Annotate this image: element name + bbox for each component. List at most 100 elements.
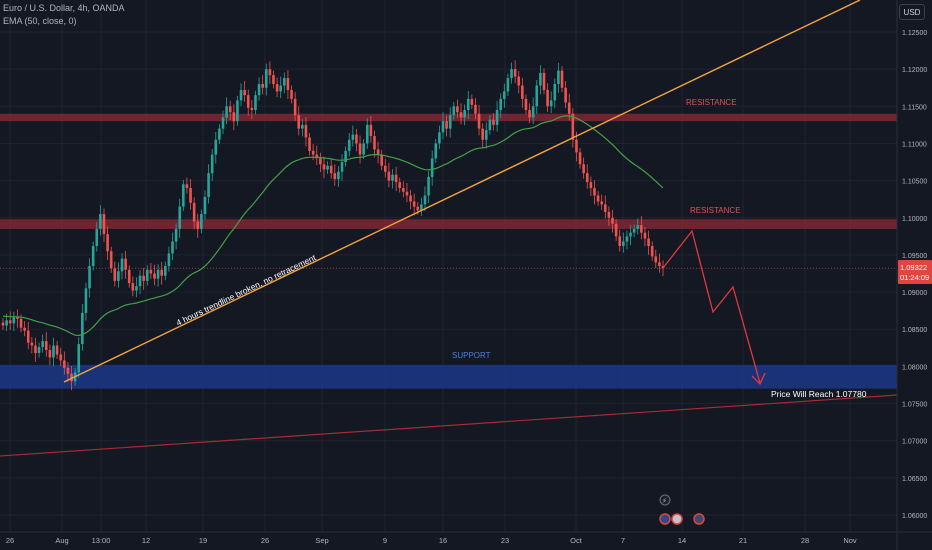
time-axis[interactable]: 26 Aug 13:00 12 19 26 Sep 9 16 23 Oct 7 14 21 28 Nov <box>0 531 932 545</box>
candle-body <box>55 345 59 355</box>
candle-body <box>239 89 243 101</box>
candle-body <box>470 98 474 105</box>
candle-body <box>618 236 622 247</box>
candle-body <box>459 112 463 118</box>
current-price-badge: 1.09322 01:24:09 <box>898 260 932 284</box>
candle-body <box>109 251 113 269</box>
candle-body <box>171 241 174 254</box>
candle-body <box>160 269 163 276</box>
candle-body <box>466 98 470 111</box>
candle-body <box>77 344 81 373</box>
price-axis[interactable]: 1.12500 1.12000 1.11500 1.11000 1.10500 1.100… <box>896 0 927 550</box>
candle-body <box>513 69 517 77</box>
candle-body <box>365 124 369 144</box>
candle-body <box>34 345 37 354</box>
candle-body <box>174 228 178 242</box>
candle-body <box>355 134 358 144</box>
candle-body <box>322 164 326 170</box>
candle-body <box>210 154 214 174</box>
candle-body <box>553 84 557 101</box>
candle-body <box>542 72 546 90</box>
time-tick-label: 19 <box>199 536 207 545</box>
candle-body <box>603 204 607 212</box>
projection-arrowhead <box>751 372 766 386</box>
ema-50-line <box>2 115 664 337</box>
candle-body <box>582 164 585 174</box>
candle-body <box>448 115 452 129</box>
candle-body <box>629 232 632 237</box>
candle-body <box>521 85 524 99</box>
candle-body <box>593 188 596 196</box>
candle-body <box>484 130 488 140</box>
candle-body <box>340 162 344 172</box>
support-zone <box>0 364 897 389</box>
price-tick-label: 1.08000 <box>902 364 927 371</box>
candle-body <box>243 89 246 96</box>
candle-body <box>279 85 283 92</box>
time-tick-label: 23 <box>501 536 509 545</box>
candle-body <box>66 367 70 374</box>
candle-body <box>44 341 48 351</box>
candle-body <box>585 173 589 183</box>
candle-body <box>546 89 549 107</box>
candle-body <box>409 195 412 202</box>
candle-body <box>102 214 106 235</box>
resistance-label-upper: RESISTANCE <box>686 98 737 107</box>
event-icons[interactable]: ⚡ <box>659 494 705 525</box>
candle-body <box>391 174 394 181</box>
candle-body <box>650 246 654 257</box>
candle-body <box>564 87 567 103</box>
time-tick-label: 16 <box>439 536 447 545</box>
candle-body <box>427 176 430 196</box>
price-tick-label: 1.11500 <box>902 104 927 111</box>
candle-body <box>636 225 640 229</box>
time-tick-label: Nov <box>843 536 857 545</box>
flag-event-icon-us[interactable] <box>671 513 683 525</box>
candle-body <box>463 110 466 118</box>
flag-event-icon-other[interactable] <box>693 513 705 525</box>
target-label: Price Will Reach 1.07780 <box>771 389 867 399</box>
candle-body <box>297 115 301 129</box>
candle-body <box>228 106 232 113</box>
candle-body <box>200 214 203 229</box>
candle-body <box>5 320 8 326</box>
candle-body <box>434 143 438 159</box>
candle-body <box>196 221 200 229</box>
candle-body <box>124 258 127 270</box>
candle-body <box>41 341 44 348</box>
candle-body <box>153 273 156 279</box>
candle-body <box>52 345 55 358</box>
candle-body <box>319 158 322 165</box>
flag-event-icon-eu[interactable] <box>659 513 671 525</box>
candle-body <box>290 89 293 99</box>
candle-body <box>214 139 218 155</box>
price-tick-label: 1.12000 <box>902 67 927 74</box>
currency-button[interactable]: USD <box>899 4 925 20</box>
candle-body <box>185 184 189 189</box>
candle-body <box>438 132 441 144</box>
candle-body <box>232 112 236 122</box>
candle-body <box>333 173 337 180</box>
candle-body <box>261 84 264 88</box>
candle-body <box>632 228 636 233</box>
candle-body <box>16 317 19 319</box>
candle-body <box>456 106 459 113</box>
candle-body <box>189 188 192 203</box>
candle-body <box>387 171 391 181</box>
candles <box>1 60 665 391</box>
candle-body <box>81 312 84 345</box>
candle-body <box>26 330 30 343</box>
price-tick-label: 1.06500 <box>902 476 927 483</box>
time-tick-label: 21 <box>739 536 747 545</box>
lightning-event-icon[interactable] <box>659 494 671 506</box>
candle-body <box>149 269 153 274</box>
ema-indicator-label[interactable]: EMA (50, close, 0) <box>3 16 77 26</box>
candle-body <box>351 134 355 140</box>
candle-body <box>535 85 539 107</box>
candle-body <box>293 98 297 116</box>
candle-body <box>329 165 333 174</box>
candle-body <box>640 225 643 233</box>
candle-body <box>474 104 477 114</box>
candle-body <box>445 121 448 129</box>
